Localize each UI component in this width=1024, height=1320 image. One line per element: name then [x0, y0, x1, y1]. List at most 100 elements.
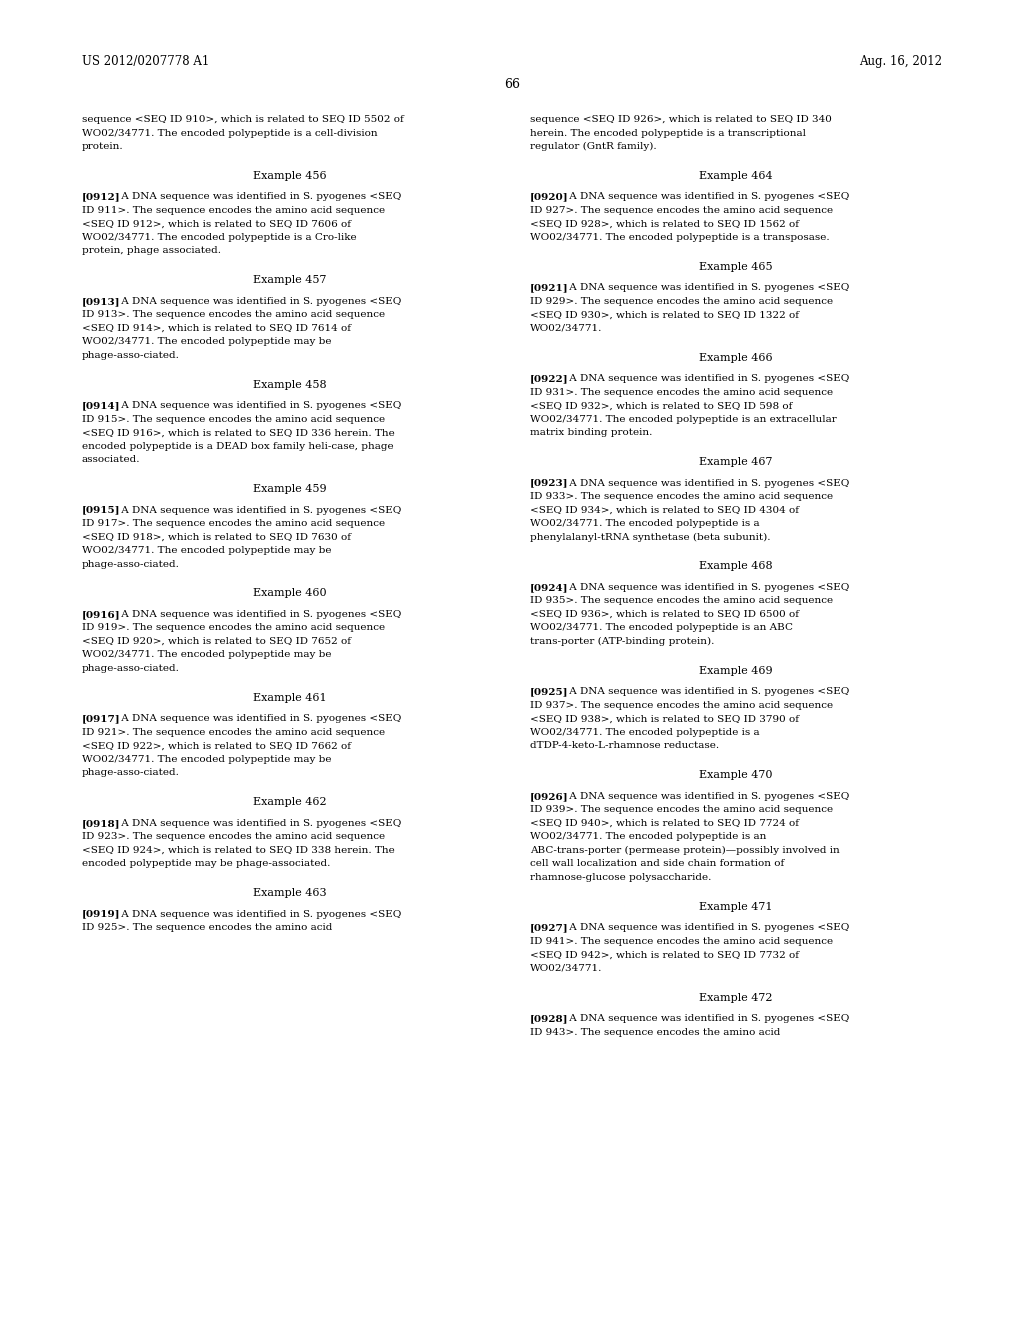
Text: WO02/34771. The encoded polypeptide may be: WO02/34771. The encoded polypeptide may …: [82, 651, 332, 660]
Text: <SEQ ID 924>, which is related to SEQ ID 338 herein. The: <SEQ ID 924>, which is related to SEQ ID…: [82, 846, 394, 855]
Text: Example 456: Example 456: [253, 170, 327, 181]
Text: US 2012/0207778 A1: US 2012/0207778 A1: [82, 55, 209, 69]
Text: phenylalanyl-tRNA synthetase (beta subunit).: phenylalanyl-tRNA synthetase (beta subun…: [530, 532, 770, 541]
Text: Example 461: Example 461: [253, 693, 327, 702]
Text: A DNA sequence was identified in S. pyogenes <SEQ: A DNA sequence was identified in S. pyog…: [565, 479, 849, 487]
Text: encoded polypeptide is a DEAD box family heli-case, phage: encoded polypeptide is a DEAD box family…: [82, 442, 393, 450]
Text: [0918]: [0918]: [82, 818, 121, 828]
Text: dTDP-4-keto-L-rhamnose reductase.: dTDP-4-keto-L-rhamnose reductase.: [530, 742, 719, 750]
Text: [0921]: [0921]: [530, 284, 568, 292]
Text: ID 939>. The sequence encodes the amino acid sequence: ID 939>. The sequence encodes the amino …: [530, 805, 834, 814]
Text: WO02/34771. The encoded polypeptide is a: WO02/34771. The encoded polypeptide is a: [530, 727, 760, 737]
Text: A DNA sequence was identified in S. pyogenes <SEQ: A DNA sequence was identified in S. pyog…: [118, 818, 401, 828]
Text: ID 941>. The sequence encodes the amino acid sequence: ID 941>. The sequence encodes the amino …: [530, 937, 834, 945]
Text: protein, phage associated.: protein, phage associated.: [82, 247, 221, 255]
Text: [0913]: [0913]: [82, 297, 121, 306]
Text: WO02/34771. The encoded polypeptide is a: WO02/34771. The encoded polypeptide is a: [530, 519, 760, 528]
Text: ID 927>. The sequence encodes the amino acid sequence: ID 927>. The sequence encodes the amino …: [530, 206, 834, 215]
Text: regulator (GntR family).: regulator (GntR family).: [530, 143, 656, 150]
Text: ID 929>. The sequence encodes the amino acid sequence: ID 929>. The sequence encodes the amino …: [530, 297, 834, 306]
Text: ABC-trans-porter (permease protein)—possibly involved in: ABC-trans-porter (permease protein)—poss…: [530, 846, 840, 855]
Text: WO02/34771. The encoded polypeptide may be: WO02/34771. The encoded polypeptide may …: [82, 546, 332, 556]
Text: <SEQ ID 916>, which is related to SEQ ID 336 herein. The: <SEQ ID 916>, which is related to SEQ ID…: [82, 428, 394, 437]
Text: ID 923>. The sequence encodes the amino acid sequence: ID 923>. The sequence encodes the amino …: [82, 833, 385, 841]
Text: [0919]: [0919]: [82, 909, 121, 919]
Text: WO02/34771. The encoded polypeptide is a transposase.: WO02/34771. The encoded polypeptide is a…: [530, 232, 829, 242]
Text: [0922]: [0922]: [530, 374, 568, 383]
Text: ID 917>. The sequence encodes the amino acid sequence: ID 917>. The sequence encodes the amino …: [82, 519, 385, 528]
Text: A DNA sequence was identified in S. pyogenes <SEQ: A DNA sequence was identified in S. pyog…: [565, 688, 849, 697]
Text: ID 943>. The sequence encodes the amino acid: ID 943>. The sequence encodes the amino …: [530, 1027, 780, 1036]
Text: WO02/34771. The encoded polypeptide may be: WO02/34771. The encoded polypeptide may …: [82, 338, 332, 346]
Text: matrix binding protein.: matrix binding protein.: [530, 428, 652, 437]
Text: <SEQ ID 912>, which is related to SEQ ID 7606 of: <SEQ ID 912>, which is related to SEQ ID…: [82, 219, 351, 228]
Text: <SEQ ID 928>, which is related to SEQ ID 1562 of: <SEQ ID 928>, which is related to SEQ ID…: [530, 219, 799, 228]
Text: [0915]: [0915]: [82, 506, 121, 515]
Text: WO02/34771.: WO02/34771.: [530, 964, 602, 973]
Text: [0917]: [0917]: [82, 714, 121, 723]
Text: Example 467: Example 467: [699, 457, 773, 467]
Text: Example 464: Example 464: [699, 170, 773, 181]
Text: ID 919>. The sequence encodes the amino acid sequence: ID 919>. The sequence encodes the amino …: [82, 623, 385, 632]
Text: phage-asso-ciated.: phage-asso-ciated.: [82, 768, 180, 777]
Text: associated.: associated.: [82, 455, 140, 465]
Text: <SEQ ID 936>, which is related to SEQ ID 6500 of: <SEQ ID 936>, which is related to SEQ ID…: [530, 610, 799, 619]
Text: WO02/34771. The encoded polypeptide is a Cro-like: WO02/34771. The encoded polypeptide is a…: [82, 232, 356, 242]
Text: encoded polypeptide may be phage-associated.: encoded polypeptide may be phage-associa…: [82, 859, 331, 869]
Text: A DNA sequence was identified in S. pyogenes <SEQ: A DNA sequence was identified in S. pyog…: [118, 610, 401, 619]
Text: WO02/34771. The encoded polypeptide may be: WO02/34771. The encoded polypeptide may …: [82, 755, 332, 764]
Text: phage-asso-ciated.: phage-asso-ciated.: [82, 351, 180, 360]
Text: <SEQ ID 914>, which is related to SEQ ID 7614 of: <SEQ ID 914>, which is related to SEQ ID…: [82, 323, 351, 333]
Text: A DNA sequence was identified in S. pyogenes <SEQ: A DNA sequence was identified in S. pyog…: [565, 583, 849, 591]
Text: <SEQ ID 918>, which is related to SEQ ID 7630 of: <SEQ ID 918>, which is related to SEQ ID…: [82, 532, 351, 541]
Text: A DNA sequence was identified in S. pyogenes <SEQ: A DNA sequence was identified in S. pyog…: [118, 909, 401, 919]
Text: Example 469: Example 469: [699, 665, 773, 676]
Text: <SEQ ID 940>, which is related to SEQ ID 7724 of: <SEQ ID 940>, which is related to SEQ ID…: [530, 818, 799, 828]
Text: [0928]: [0928]: [530, 1014, 568, 1023]
Text: herein. The encoded polypeptide is a transcriptional: herein. The encoded polypeptide is a tra…: [530, 128, 806, 137]
Text: Example 458: Example 458: [253, 380, 327, 389]
Text: A DNA sequence was identified in S. pyogenes <SEQ: A DNA sequence was identified in S. pyog…: [118, 714, 401, 723]
Text: rhamnose-glucose polysaccharide.: rhamnose-glucose polysaccharide.: [530, 873, 712, 882]
Text: [0914]: [0914]: [82, 401, 121, 411]
Text: <SEQ ID 920>, which is related to SEQ ID 7652 of: <SEQ ID 920>, which is related to SEQ ID…: [82, 638, 351, 645]
Text: phage-asso-ciated.: phage-asso-ciated.: [82, 560, 180, 569]
Text: A DNA sequence was identified in S. pyogenes <SEQ: A DNA sequence was identified in S. pyog…: [565, 1014, 849, 1023]
Text: [0924]: [0924]: [530, 583, 568, 591]
Text: WO02/34771. The encoded polypeptide is an ABC: WO02/34771. The encoded polypeptide is a…: [530, 623, 793, 632]
Text: ID 913>. The sequence encodes the amino acid sequence: ID 913>. The sequence encodes the amino …: [82, 310, 385, 319]
Text: protein.: protein.: [82, 143, 124, 150]
Text: ID 937>. The sequence encodes the amino acid sequence: ID 937>. The sequence encodes the amino …: [530, 701, 834, 710]
Text: [0912]: [0912]: [82, 193, 121, 202]
Text: Example 457: Example 457: [253, 276, 327, 285]
Text: ID 931>. The sequence encodes the amino acid sequence: ID 931>. The sequence encodes the amino …: [530, 388, 834, 397]
Text: ID 915>. The sequence encodes the amino acid sequence: ID 915>. The sequence encodes the amino …: [82, 414, 385, 424]
Text: <SEQ ID 930>, which is related to SEQ ID 1322 of: <SEQ ID 930>, which is related to SEQ ID…: [530, 310, 799, 319]
Text: A DNA sequence was identified in S. pyogenes <SEQ: A DNA sequence was identified in S. pyog…: [118, 297, 401, 306]
Text: <SEQ ID 942>, which is related to SEQ ID 7732 of: <SEQ ID 942>, which is related to SEQ ID…: [530, 950, 799, 960]
Text: Aug. 16, 2012: Aug. 16, 2012: [859, 55, 942, 69]
Text: [0923]: [0923]: [530, 479, 568, 487]
Text: [0925]: [0925]: [530, 688, 568, 697]
Text: Example 463: Example 463: [253, 888, 327, 898]
Text: [0916]: [0916]: [82, 610, 121, 619]
Text: A DNA sequence was identified in S. pyogenes <SEQ: A DNA sequence was identified in S. pyog…: [565, 792, 849, 801]
Text: cell wall localization and side chain formation of: cell wall localization and side chain fo…: [530, 859, 784, 869]
Text: A DNA sequence was identified in S. pyogenes <SEQ: A DNA sequence was identified in S. pyog…: [565, 193, 849, 202]
Text: WO02/34771. The encoded polypeptide is an: WO02/34771. The encoded polypeptide is a…: [530, 833, 766, 841]
Text: A DNA sequence was identified in S. pyogenes <SEQ: A DNA sequence was identified in S. pyog…: [118, 506, 401, 515]
Text: ID 925>. The sequence encodes the amino acid: ID 925>. The sequence encodes the amino …: [82, 923, 333, 932]
Text: A DNA sequence was identified in S. pyogenes <SEQ: A DNA sequence was identified in S. pyog…: [565, 374, 849, 383]
Text: <SEQ ID 938>, which is related to SEQ ID 3790 of: <SEQ ID 938>, which is related to SEQ ID…: [530, 714, 799, 723]
Text: 66: 66: [504, 78, 520, 91]
Text: A DNA sequence was identified in S. pyogenes <SEQ: A DNA sequence was identified in S. pyog…: [118, 401, 401, 411]
Text: WO02/34771.: WO02/34771.: [530, 323, 602, 333]
Text: [0920]: [0920]: [530, 193, 568, 202]
Text: ID 935>. The sequence encodes the amino acid sequence: ID 935>. The sequence encodes the amino …: [530, 597, 834, 606]
Text: <SEQ ID 934>, which is related to SEQ ID 4304 of: <SEQ ID 934>, which is related to SEQ ID…: [530, 506, 799, 515]
Text: <SEQ ID 922>, which is related to SEQ ID 7662 of: <SEQ ID 922>, which is related to SEQ ID…: [82, 742, 351, 750]
Text: Example 470: Example 470: [699, 771, 773, 780]
Text: [0926]: [0926]: [530, 792, 568, 801]
Text: Example 466: Example 466: [699, 352, 773, 363]
Text: [0927]: [0927]: [530, 923, 568, 932]
